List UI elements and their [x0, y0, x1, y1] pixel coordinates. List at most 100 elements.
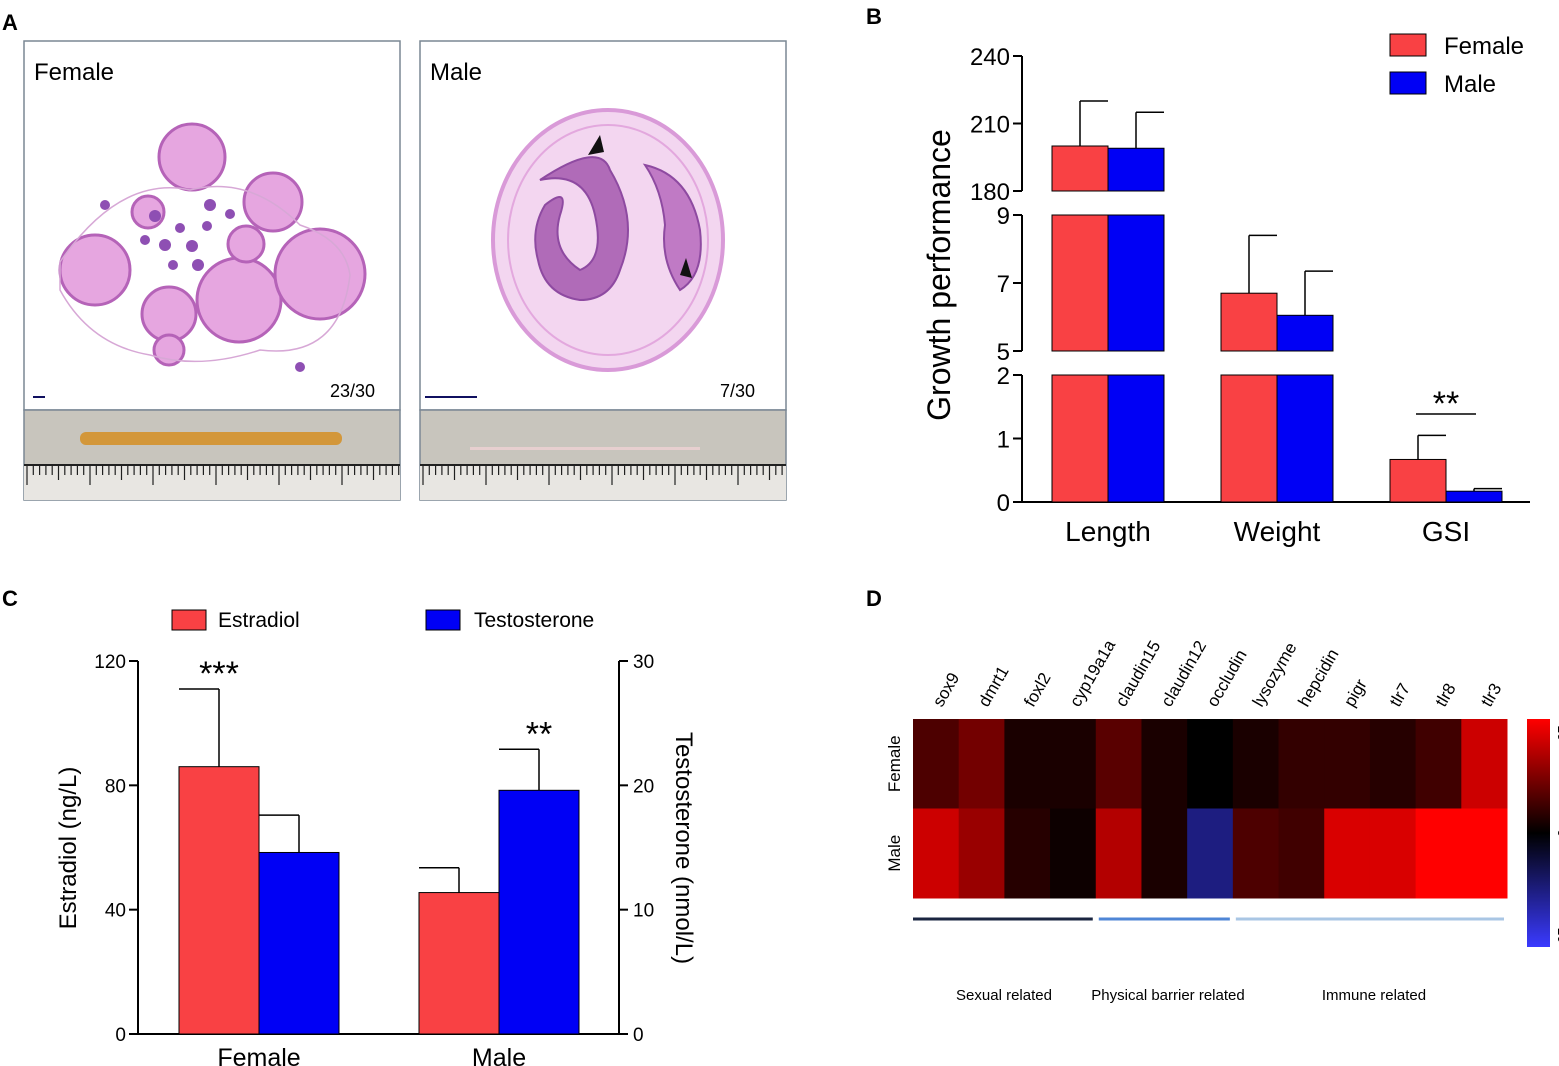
- legend-label-testosterone: Testosterone: [474, 609, 594, 632]
- chart-c-ylabel-left: Estradiol (ng/L): [55, 767, 82, 930]
- bar-gsi-male: [1445, 490, 1503, 503]
- bar-length-male: [1107, 214, 1165, 352]
- hormone-chart: 0 40 80 120 0 10 20 30 *** Female ** Male: [94, 652, 654, 1066]
- heatmap-cell-female-cyp19a1a: [1050, 719, 1097, 809]
- heatmap-cell-male-tlr7: [1369, 808, 1417, 899]
- heatmap-group-label: Physical barrier related: [1091, 987, 1244, 1004]
- chart-b-tick-label: 2: [997, 363, 1010, 390]
- legend-label-female: Female: [1444, 33, 1524, 60]
- heatmap-cell-female-foxl2: [1004, 719, 1051, 809]
- bar-female-estradiol: [178, 766, 260, 1035]
- chart-c-right-tick-label: 10: [633, 901, 654, 922]
- chart-b-tick-label: 210: [970, 112, 1010, 139]
- heatmap-cell-female-claudin15: [1095, 719, 1142, 809]
- heatmap-row-label-female: Female: [885, 735, 904, 792]
- bar-weight-female: [1220, 374, 1278, 503]
- legend-label-male: Male: [1444, 71, 1496, 98]
- chart-c-ylabel-right: Testosterone (nmol/L): [670, 732, 697, 964]
- chart-b-significance-label: **: [1433, 385, 1459, 423]
- chart-c-category-female: Female: [217, 1044, 300, 1066]
- colorbar-tick-label: -10: [1555, 923, 1559, 943]
- bar-weight-female: [1220, 292, 1278, 352]
- bar-weight-male: [1276, 314, 1334, 352]
- heatmap-cell-male-claudin12: [1141, 808, 1188, 899]
- chart-c-left-tick-label: 120: [94, 652, 126, 673]
- chart-b-category-length: Length: [1065, 516, 1151, 547]
- legend-swatch-estradiol: [171, 609, 207, 631]
- heatmap-column-label-foxl2: foxl2: [1020, 669, 1054, 710]
- heatmap-group-label: Immune related: [1322, 987, 1426, 1004]
- female-image-label: Female: [34, 59, 114, 86]
- colorbar-tick-label: 10: [1555, 725, 1559, 741]
- male-histology-image: [419, 40, 787, 501]
- heatmap-cell-male-pigr: [1324, 808, 1371, 899]
- chart-c-left-tick-label: 80: [105, 776, 126, 797]
- heatmap-group-label: Sexual related: [956, 987, 1052, 1004]
- chart-c-left-tick-label: 0: [115, 1025, 126, 1046]
- heatmap-cell-female-tlr7: [1369, 719, 1417, 809]
- chart-c-right-tick-label: 30: [633, 652, 654, 673]
- heatmap-column-label-hepcidin: hepcidin: [1294, 646, 1342, 710]
- heatmap-column-label-lysozyme: lysozyme: [1249, 639, 1301, 710]
- heatmap-cell-male-occludin: [1187, 808, 1234, 899]
- colorbar-tick-label: 0: [1555, 829, 1559, 837]
- bar-length-male: [1107, 147, 1165, 192]
- heatmap-row-label-male: Male: [885, 835, 904, 872]
- chart-b-tick-label: 0: [997, 490, 1010, 517]
- chart-b-tick-label: 7: [997, 271, 1010, 298]
- heatmap-cell-male-foxl2: [1004, 808, 1051, 899]
- heatmap-column-label-tlr3: tlr3: [1477, 680, 1505, 710]
- bar-male-estradiol: [418, 892, 500, 1035]
- legend-label-estradiol: Estradiol: [218, 609, 300, 632]
- legend-swatch-male: [1389, 71, 1427, 95]
- heatmap-cell-male-dmrt1: [958, 808, 1005, 899]
- chart-c-category-male: Male: [472, 1044, 526, 1066]
- heatmap-cell-male-sox9: [913, 808, 960, 899]
- chart-b-tick-label: 180: [970, 179, 1010, 206]
- heatmap-colorbar: [1527, 719, 1550, 947]
- chart-c-right-tick-label: 0: [633, 1025, 644, 1046]
- chart-b-tick-label: 9: [997, 203, 1010, 230]
- heatmap-cell-male-tlr8: [1415, 808, 1462, 899]
- heatmap-cell-male-hepcidin: [1278, 808, 1325, 899]
- heatmap-cell-female-hepcidin: [1278, 719, 1325, 809]
- heatmap-column-label-tlr7: tlr7: [1386, 680, 1414, 710]
- panel-label-d: D: [866, 586, 882, 611]
- heatmap-cell-female-lysozyme: [1232, 719, 1280, 809]
- panel-label-c: C: [2, 586, 18, 611]
- chart-c-left-tick-label: 40: [105, 901, 126, 922]
- bar-weight-male: [1276, 374, 1334, 503]
- bar-female-testosterone: [258, 851, 340, 1035]
- chart-b-tick-label: 5: [997, 339, 1010, 366]
- panel-label-a: A: [2, 10, 18, 35]
- female-fraction: 23/30: [330, 381, 375, 401]
- legend-swatch-female: [1389, 33, 1427, 57]
- heatmap-cell-female-sox9: [913, 719, 960, 809]
- male-fraction: 7/30: [720, 381, 755, 401]
- chart-b-category-weight: Weight: [1234, 516, 1321, 547]
- heatmap-cell-male-claudin15: [1095, 808, 1142, 899]
- male-image-label: Male: [430, 59, 482, 86]
- heatmap-column-label-claudin12: claudin12: [1157, 637, 1210, 710]
- heatmap-column-label-claudin15: claudin15: [1112, 637, 1165, 710]
- bar-length-female: [1051, 145, 1109, 192]
- heatmap-cell-female-pigr: [1324, 719, 1371, 809]
- heatmap-column-label-tlr8: tlr8: [1431, 680, 1459, 710]
- heatmap-column-label-pigr: pigr: [1340, 676, 1371, 710]
- heatmap-cell-female-dmrt1: [958, 719, 1005, 809]
- heatmap-cell-female-tlr3: [1461, 719, 1508, 809]
- heatmap-cell-male-lysozyme: [1232, 808, 1280, 899]
- chart-b-ylabel: Growth performance: [921, 129, 957, 421]
- chart-b-tick-label: 1: [997, 427, 1010, 454]
- heatmap-cell-female-tlr8: [1415, 719, 1462, 809]
- chart-b-category-gsi: GSI: [1422, 516, 1470, 547]
- bar-gsi-female: [1389, 458, 1447, 503]
- female-histology-image: [23, 40, 401, 501]
- chart-c-significance-label: **: [526, 715, 552, 753]
- panel-label-b: B: [866, 4, 882, 29]
- heatmap-cell-male-cyp19a1a: [1050, 808, 1097, 899]
- heatmap-cell-male-tlr3: [1461, 808, 1508, 899]
- heatmap-cell-female-claudin12: [1141, 719, 1188, 809]
